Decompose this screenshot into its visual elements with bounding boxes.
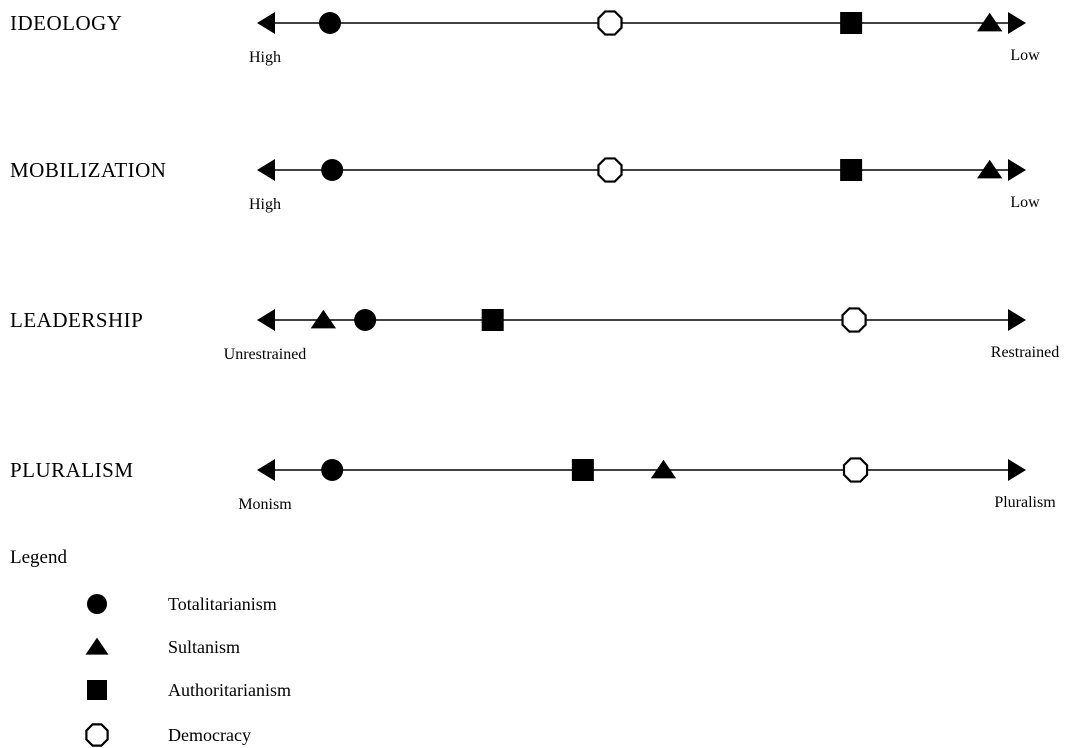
filled-circle-icon [87, 594, 107, 614]
marker-sultanism [310, 309, 337, 329]
marker-authoritarianism [840, 12, 863, 34]
left-arrow-icon [257, 309, 275, 331]
right-end-label: Low [1010, 47, 1040, 64]
marker-authoritarianism [481, 309, 504, 331]
dimension-label: LEADERSHIP [10, 308, 143, 332]
left-end-label: Monism [238, 496, 292, 513]
filled-triangle-icon [85, 637, 109, 655]
marker-democracy [597, 157, 623, 183]
right-arrow-icon [1008, 459, 1026, 481]
marker-authoritarianism [840, 159, 863, 181]
legend-item-democracy: Democracy [85, 723, 251, 747]
dimension-label: MOBILIZATION [10, 158, 166, 182]
left-end-label: High [249, 196, 281, 213]
dimension-label: PLURALISM [10, 458, 134, 482]
marker-sultanism [650, 459, 677, 479]
left-arrow-icon [257, 159, 275, 181]
dimension-row-pluralism: PLURALISM Monism Pluralism [10, 457, 1056, 513]
dimension-row-mobilization: MOBILIZATION High Low [10, 157, 1040, 213]
marker-sultanism [977, 159, 1003, 179]
filled-square-icon [87, 680, 107, 700]
dimension-label: IDEOLOGY [10, 11, 122, 35]
dimension-rows: IDEOLOGY High Low MOBILIZATION High Low LEADER… [10, 10, 1059, 513]
legend-item-label: Authoritarianism [168, 680, 291, 700]
marker-authoritarianism [571, 459, 594, 481]
hollow-octagon-icon [85, 723, 109, 747]
right-end-label: Low [1010, 194, 1040, 211]
left-end-label: Unrestrained [224, 346, 307, 363]
marker-totalitarianism [321, 159, 344, 181]
dimension-row-leadership: LEADERSHIP Unrestrained Restrained [10, 307, 1059, 363]
left-arrow-icon [257, 12, 275, 34]
right-arrow-icon [1008, 12, 1026, 34]
right-end-label: Pluralism [994, 494, 1056, 511]
marker-democracy [841, 307, 867, 333]
legend-item-label: Democracy [168, 725, 251, 745]
legend-items: Totalitarianism Sultanism Authoritarianism… [85, 594, 291, 747]
right-arrow-icon [1008, 159, 1026, 181]
legend-title: Legend [10, 547, 67, 568]
legend-item-label: Totalitarianism [168, 594, 277, 614]
dimension-row-ideology: IDEOLOGY High Low [10, 10, 1040, 66]
marker-democracy [597, 10, 623, 36]
legend-item-totalitarianism: Totalitarianism [87, 594, 277, 614]
legend: Legend Totalitarianism Sultanism Authorita… [10, 547, 291, 747]
marker-totalitarianism [318, 12, 341, 34]
marker-democracy [842, 457, 869, 483]
marker-totalitarianism [354, 309, 377, 331]
legend-item-label: Sultanism [168, 637, 240, 657]
marker-totalitarianism [321, 459, 344, 481]
marker-sultanism [977, 12, 1003, 32]
left-arrow-icon [257, 459, 275, 481]
legend-item-sultanism: Sultanism [85, 637, 240, 657]
left-end-label: High [249, 49, 281, 66]
legend-item-authoritarianism: Authoritarianism [87, 680, 291, 700]
right-end-label: Restrained [991, 344, 1059, 361]
right-arrow-icon [1008, 309, 1026, 331]
